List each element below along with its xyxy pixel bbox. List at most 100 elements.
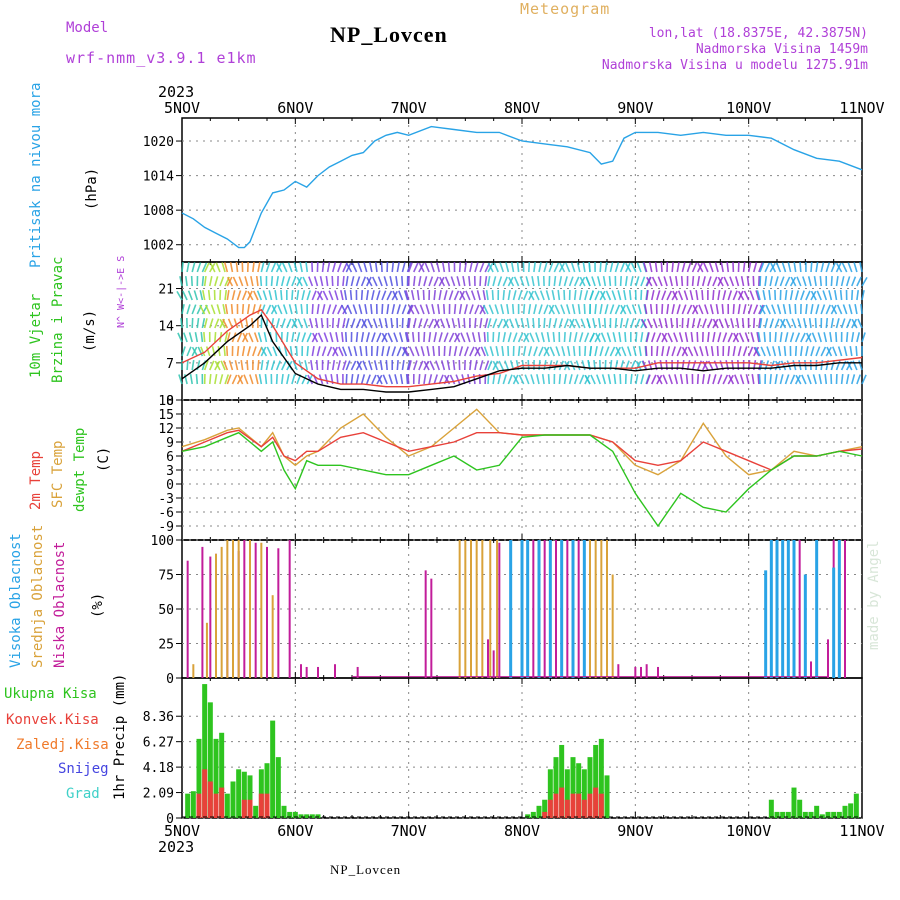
wind-barb	[690, 331, 694, 343]
wind-barb	[258, 374, 263, 385]
wind-barb	[697, 262, 704, 273]
wind-barb	[728, 374, 735, 385]
day-label-bottom: 6NOV	[277, 822, 313, 840]
day-label-top: 8NOV	[504, 99, 540, 117]
wind-barb	[205, 346, 211, 357]
wind-barb	[817, 332, 822, 343]
wind-barb	[433, 276, 439, 287]
wind-barb	[674, 374, 679, 385]
wind-barb	[423, 318, 429, 329]
temperature-ytick-label: 15	[158, 408, 174, 423]
wind-barb	[805, 346, 809, 357]
wind-barb	[581, 360, 586, 371]
wind-barb	[756, 290, 761, 301]
wind-barb	[569, 360, 576, 371]
wind-barb	[224, 374, 230, 385]
wind-barb	[726, 261, 730, 273]
wind-barb	[828, 290, 833, 301]
wind-barb	[775, 360, 782, 371]
wind-barb	[568, 331, 572, 343]
wind-barb	[845, 331, 849, 343]
wind-barb	[369, 262, 373, 273]
wind-barb	[559, 262, 566, 273]
wind-barb	[264, 373, 268, 385]
wind-barb	[453, 346, 458, 357]
wind-barb	[758, 262, 763, 273]
wind-barb	[677, 290, 684, 301]
wind-barb	[502, 289, 505, 301]
wind-barb	[626, 346, 632, 357]
wind-barb	[428, 318, 435, 329]
wind-barb	[487, 360, 493, 371]
precip-bar-total	[224, 793, 230, 818]
wind-barb	[799, 261, 802, 273]
wind-barb	[553, 262, 560, 273]
wind-barb	[270, 262, 277, 273]
cloud-bar-mid	[496, 540, 499, 678]
wind-barb	[182, 332, 188, 343]
wind-barb	[304, 360, 309, 371]
precip-bar-total	[213, 738, 219, 818]
wind-barb	[449, 374, 456, 385]
cloud-bar-low	[543, 540, 546, 678]
wind-barb	[861, 290, 865, 301]
wind-barb	[477, 331, 481, 343]
wind-barb	[418, 318, 423, 329]
wind-barb	[238, 276, 244, 287]
wind-barb	[618, 331, 622, 343]
wind-barb	[376, 332, 382, 343]
wind-barb	[246, 359, 249, 371]
wind-barb	[388, 374, 393, 385]
wind-barb	[429, 360, 435, 371]
wind-barb	[669, 276, 673, 287]
clouds-ytick-label: 75	[158, 569, 174, 584]
wind-barb	[342, 262, 348, 273]
day-label-top: 6NOV	[277, 99, 313, 117]
wind-barb	[671, 261, 674, 273]
wind-barb	[487, 318, 492, 329]
wind-barb	[656, 374, 663, 385]
wind-barb	[350, 318, 356, 329]
wind-barb	[686, 304, 693, 315]
wind-barb	[784, 276, 791, 287]
precip-bar-convective	[196, 793, 202, 818]
wind-barb	[235, 261, 239, 273]
wind-barb	[596, 374, 601, 385]
wind-barb	[394, 374, 399, 385]
wind-barb	[518, 374, 525, 385]
wind-barb	[291, 276, 297, 287]
wind-barb	[759, 317, 763, 329]
wind-barb	[368, 360, 373, 371]
wind-barb	[724, 318, 730, 329]
wind-barb	[787, 262, 792, 273]
wind-barb	[469, 346, 475, 357]
wind-barb	[519, 276, 525, 287]
wind-barb	[680, 275, 684, 287]
wind-barb	[252, 261, 255, 273]
precip-bar-convective	[598, 793, 604, 818]
cloud-bar-low	[356, 666, 359, 678]
wind-barb	[193, 290, 199, 301]
wind-barb	[377, 276, 383, 287]
day-label-bottom: 11NOV	[839, 822, 884, 840]
wind-barb	[458, 261, 462, 273]
wind-barb	[350, 360, 357, 371]
wind-barb	[226, 276, 234, 287]
precip-bar-total	[241, 771, 247, 818]
wind-barb	[180, 317, 183, 329]
wind-barb	[516, 261, 520, 273]
wind-barb	[640, 374, 645, 385]
wind-barb	[408, 304, 415, 315]
wind-barb	[453, 290, 460, 301]
wind-barb	[231, 290, 236, 301]
wind-barb	[291, 318, 298, 329]
wind-barb	[379, 359, 383, 371]
wind-barb	[252, 346, 257, 357]
precip-ytick-label: 6.27	[143, 736, 174, 751]
wind-barb	[755, 290, 760, 301]
cloud-bar-high	[792, 540, 796, 678]
wind-barb	[371, 374, 377, 385]
precip-bar-total	[853, 793, 859, 818]
wind-barb	[286, 318, 292, 329]
wind-barb	[678, 332, 684, 343]
